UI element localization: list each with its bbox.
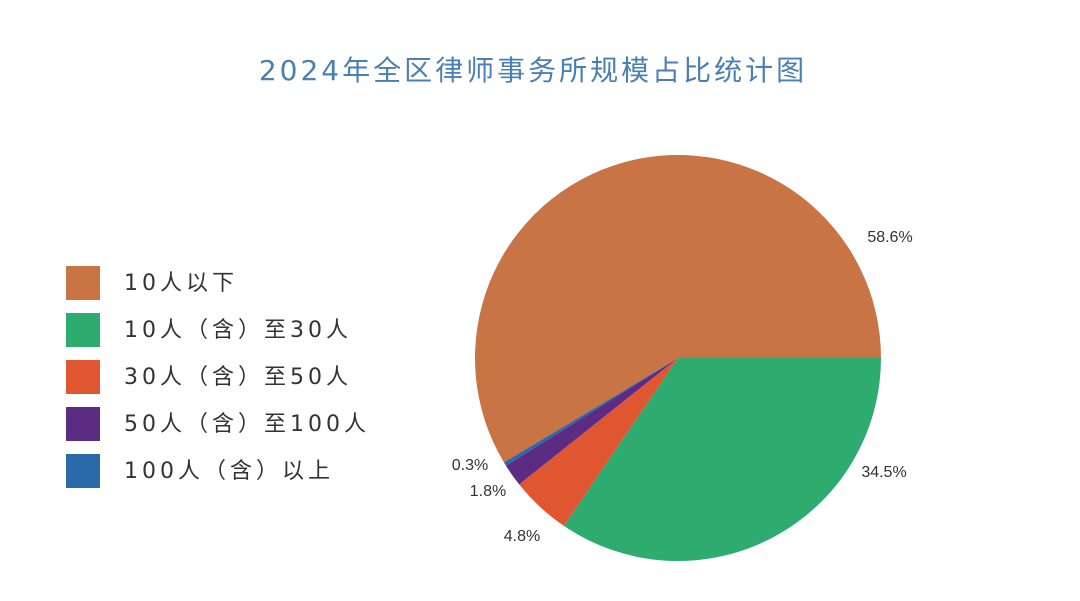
legend-swatch <box>66 360 100 394</box>
legend-label: 100人（含）以上 <box>124 459 334 484</box>
pie-slice <box>563 358 881 561</box>
legend-label: 30人（含）至50人 <box>124 365 352 390</box>
pie-slice <box>519 358 678 526</box>
legend-label: 10人（含）至30人 <box>124 318 352 343</box>
legend-label: 50人（含）至100人 <box>124 412 370 437</box>
pie-slice <box>505 358 678 485</box>
chart-title: 2024年全区律师事务所规模占比统计图 <box>259 54 807 87</box>
legend-label: 10人以下 <box>124 271 238 296</box>
data-label: 34.5% <box>861 464 906 481</box>
legend-swatch <box>66 407 100 441</box>
data-label: 58.6% <box>867 229 912 246</box>
data-label: 0.3% <box>452 457 488 474</box>
pie-slice <box>475 155 881 463</box>
data-label: 4.8% <box>504 528 540 545</box>
legend-swatch <box>66 313 100 347</box>
legend-swatch <box>66 266 100 300</box>
legend-swatch <box>66 454 100 488</box>
pie-slice <box>503 358 678 466</box>
data-label: 1.8% <box>470 483 506 500</box>
